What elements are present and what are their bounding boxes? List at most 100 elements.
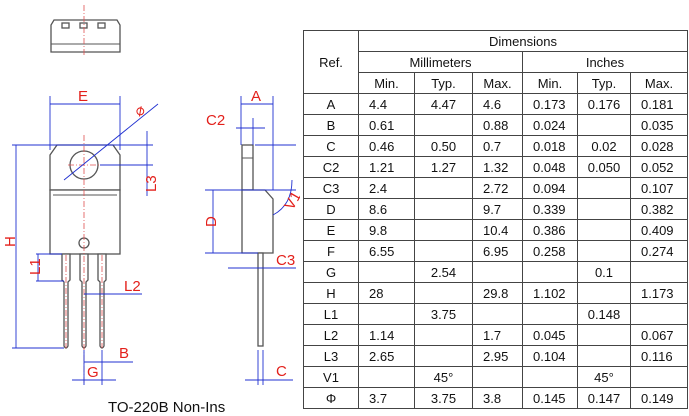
table-row: E 9.8 10.4 0.386 0.409 (303, 219, 688, 241)
label-D: D (203, 216, 220, 227)
value-cell: 10.4 (472, 219, 523, 241)
ref-cell: F (303, 240, 359, 262)
value-cell (630, 303, 688, 325)
value-cell: 0.094 (522, 177, 578, 199)
side-view (241, 144, 274, 347)
value-cell (414, 282, 473, 304)
dimensions-table: Ref. Dimensions Millimeters Inches Min. T… (303, 30, 688, 409)
value-cell: 4.47 (414, 93, 473, 115)
label-G: G (87, 364, 99, 381)
value-cell: 0.050 (577, 156, 631, 178)
label-V1: V1 (281, 189, 300, 213)
label-C2: C2 (206, 112, 225, 129)
label-phi: ⌀ (131, 101, 148, 120)
value-cell: 0.148 (577, 303, 631, 325)
value-cell: 45° (414, 366, 473, 388)
table-row: B 0.61 0.88 0.024 0.035 (303, 114, 688, 136)
table-row: F 6.55 6.95 0.258 0.274 (303, 240, 688, 262)
label-L3: L3 (143, 175, 160, 192)
subheader-2: Max. (472, 72, 523, 94)
ref-cell: D (303, 198, 359, 220)
value-cell (630, 366, 688, 388)
table-row: G 2.54 0.1 (303, 261, 688, 283)
table-row: C 0.46 0.50 0.7 0.018 0.02 0.028 (303, 135, 688, 157)
subheader-1: Typ. (414, 72, 473, 94)
ref-cell: E (303, 219, 359, 241)
table-row: L3 2.65 2.95 0.104 0.116 (303, 345, 688, 367)
label-E: E (78, 88, 88, 105)
value-cell: 0.067 (630, 324, 688, 346)
value-cell: 0.258 (522, 240, 578, 262)
label-C3: C3 (276, 252, 295, 269)
front-dimensions: E ⌀ H L3 L1 L2 B G (2, 88, 160, 385)
value-cell: 2.72 (472, 177, 523, 199)
value-cell: 0.173 (522, 93, 578, 115)
label-L2: L2 (124, 278, 141, 295)
value-cell (414, 345, 473, 367)
value-cell: 0.052 (630, 156, 688, 178)
value-cell: 0.61 (358, 114, 415, 136)
ref-cell: L2 (303, 324, 359, 346)
package-drawing: E ⌀ H L3 L1 L2 B G A C2 D C3 C V1 (2, 5, 300, 385)
ref-cell: C2 (303, 156, 359, 178)
value-cell: 3.8 (472, 387, 523, 409)
table-row: V1 45° 45° (303, 366, 688, 388)
ref-cell: C3 (303, 177, 359, 199)
millimeters-header: Millimeters (358, 51, 523, 73)
table-row: D 8.6 9.7 0.339 0.382 (303, 198, 688, 220)
value-cell (414, 219, 473, 241)
value-cell (522, 366, 578, 388)
value-cell: 0.024 (522, 114, 578, 136)
value-cell: 2.4 (358, 177, 415, 199)
inches-header: Inches (522, 51, 688, 73)
value-cell: 1.14 (358, 324, 415, 346)
ref-cell: G (303, 261, 359, 283)
value-cell: 0.048 (522, 156, 578, 178)
label-B: B (119, 345, 129, 362)
value-cell (414, 177, 473, 199)
value-cell: 0.382 (630, 198, 688, 220)
top-view (50, 5, 121, 56)
value-cell: 0.50 (414, 135, 473, 157)
ref-cell: A (303, 93, 359, 115)
subheader-5: Max. (630, 72, 688, 94)
value-cell: 1.27 (414, 156, 473, 178)
value-cell: 0.339 (522, 198, 578, 220)
value-cell (577, 324, 631, 346)
ref-cell: V1 (303, 366, 359, 388)
value-cell (577, 240, 631, 262)
value-cell: 0.409 (630, 219, 688, 241)
subheader-4: Typ. (577, 72, 631, 94)
value-cell: 1.7 (472, 324, 523, 346)
value-cell: 3.75 (414, 303, 473, 325)
value-cell: 1.173 (630, 282, 688, 304)
value-cell: 0.46 (358, 135, 415, 157)
table-row: L2 1.14 1.7 0.045 0.067 (303, 324, 688, 346)
value-cell (522, 261, 578, 283)
label-L1: L1 (27, 258, 44, 275)
value-cell (414, 324, 473, 346)
value-cell: 0.035 (630, 114, 688, 136)
value-cell (472, 261, 523, 283)
label-A: A (251, 88, 261, 105)
value-cell: 0.107 (630, 177, 688, 199)
value-cell (522, 303, 578, 325)
value-cell (577, 219, 631, 241)
value-cell: 8.6 (358, 198, 415, 220)
ref-cell: B (303, 114, 359, 136)
value-cell (472, 366, 523, 388)
table-row: Φ 3.7 3.75 3.8 0.145 0.147 0.149 (303, 387, 688, 409)
value-cell: 4.6 (472, 93, 523, 115)
subheader-0: Min. (358, 72, 415, 94)
value-cell: 1.21 (358, 156, 415, 178)
value-cell (414, 198, 473, 220)
value-cell: 0.274 (630, 240, 688, 262)
value-cell: 28 (358, 282, 415, 304)
value-cell (577, 177, 631, 199)
value-cell: 2.54 (414, 261, 473, 283)
dimensions-header: Dimensions (358, 30, 688, 52)
value-cell: 0.104 (522, 345, 578, 367)
value-cell: 0.145 (522, 387, 578, 409)
value-cell (358, 261, 415, 283)
value-cell: 0.7 (472, 135, 523, 157)
